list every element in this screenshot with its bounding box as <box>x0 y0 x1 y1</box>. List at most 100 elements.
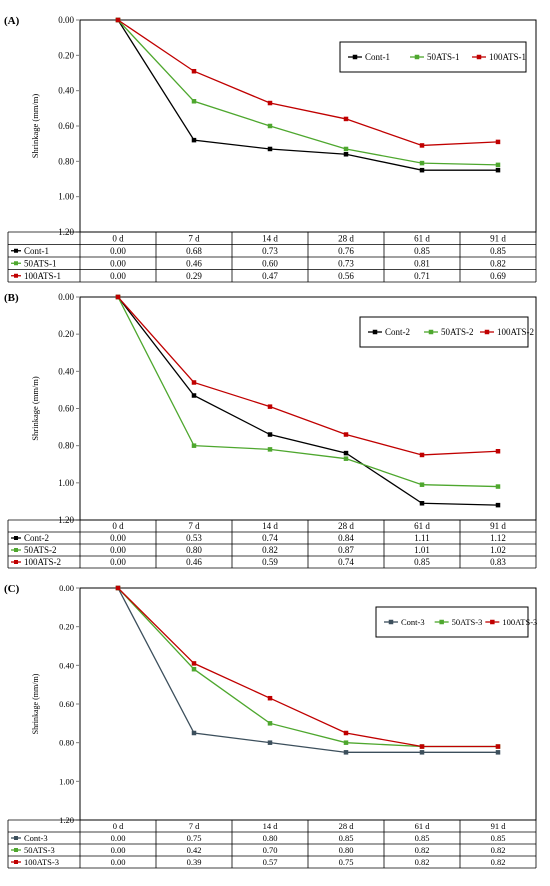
table-series-swatch-marker <box>14 261 18 266</box>
data-point-50ATS-2 <box>343 456 349 461</box>
legend <box>359 316 529 348</box>
table-header-cell: 0 d <box>112 521 124 531</box>
data-point-Cont-2 <box>343 450 349 456</box>
table-header-cell: 7 d <box>188 234 200 244</box>
data-point-100ATS-3 <box>191 661 197 666</box>
table-value-cell: 0.39 <box>187 857 202 867</box>
data-point-50ATS-2 <box>495 484 501 489</box>
y-tick-label: 1.00 <box>58 478 74 488</box>
table-series-name: 100ATS-1 <box>24 271 61 281</box>
table-series-swatch-marker <box>14 848 18 852</box>
table-series-name: Cont-1 <box>24 246 49 256</box>
data-point-Cont-3 <box>343 750 349 755</box>
table-value-cell: 0.57 <box>263 857 278 867</box>
data-point-Cont-1 <box>267 146 273 152</box>
data-point-100ATS-2 <box>419 452 425 458</box>
legend-entry: 100ATS-2 <box>497 327 534 337</box>
table-header-cell: 14 d <box>262 521 278 531</box>
y-tick-label: 1.00 <box>58 192 74 202</box>
y-tick-label: 0.80 <box>58 156 74 166</box>
legend-swatch-marker <box>484 329 490 335</box>
table-series-name: 100ATS-3 <box>24 857 59 867</box>
y-tick-label: 0.60 <box>58 121 74 131</box>
table-header-cell: 0 d <box>112 234 124 244</box>
table-value-cell: 0.47 <box>262 271 278 281</box>
table-series-name: 50ATS-2 <box>24 545 57 555</box>
data-point-100ATS-2 <box>115 294 121 300</box>
data-point-Cont-1 <box>419 167 425 173</box>
table-value-cell: 0.46 <box>186 259 202 269</box>
y-tick-label: 0.40 <box>58 366 74 376</box>
y-tick-label: 0.40 <box>59 660 74 670</box>
data-point-Cont-2 <box>191 393 197 398</box>
legend-swatch-marker <box>428 329 434 335</box>
series-line-Cont-2 <box>117 296 499 506</box>
table-value-cell: 0.73 <box>262 246 278 256</box>
data-point-100ATS-1 <box>115 17 121 23</box>
series-line-50ATS-2 <box>117 296 499 488</box>
table-series-swatch-marker <box>14 836 18 840</box>
series-line-Cont-3 <box>117 587 498 753</box>
y-tick-label: 0.00 <box>58 292 74 302</box>
table-value-cell: 0.46 <box>186 557 202 567</box>
data-point-Cont-3 <box>495 750 501 755</box>
data-point-Cont-1 <box>495 167 501 173</box>
table-value-cell: 0.85 <box>415 833 430 843</box>
table-value-cell: 0.00 <box>110 557 126 567</box>
table-value-cell: 0.82 <box>491 845 506 855</box>
table-header-cell: 28 d <box>338 521 354 531</box>
legend-entry: Cont-3 <box>401 617 425 627</box>
table-value-cell: 0.75 <box>339 857 354 867</box>
data-point-100ATS-1 <box>495 139 501 145</box>
y-axis-label: Shrinkage (mm/m) <box>30 376 40 441</box>
table-value-cell: 0.53 <box>186 533 202 543</box>
table-value-cell: 0.29 <box>186 271 202 281</box>
table-series-name: Cont-3 <box>24 833 48 843</box>
series-line-100ATS-1 <box>117 19 499 147</box>
table-value-cell: 0.68 <box>186 246 202 256</box>
table-value-cell: 0.42 <box>187 845 202 855</box>
data-point-50ATS-1 <box>495 162 501 168</box>
table-header-cell: 91 d <box>490 234 506 244</box>
y-tick-label: 0.80 <box>59 738 74 748</box>
table-value-cell: 0.69 <box>490 271 506 281</box>
table-value-cell: 0.85 <box>414 246 430 256</box>
table-header-cell: 7 d <box>188 521 200 531</box>
table-value-cell: 1.01 <box>414 545 430 555</box>
table-value-cell: 0.82 <box>415 845 430 855</box>
y-tick-label: 0.20 <box>58 50 74 60</box>
y-tick-label: 1.00 <box>59 776 74 786</box>
y-tick-label: 0.60 <box>59 699 74 709</box>
table-value-cell: 0.87 <box>338 545 354 555</box>
panel-label: (B) <box>4 292 19 304</box>
data-point-Cont-3 <box>419 750 425 755</box>
series-line-50ATS-1 <box>117 19 499 166</box>
y-tick-label: 0.20 <box>58 329 74 339</box>
legend-entry: 50ATS-3 <box>452 617 483 627</box>
y-tick-label: 0.00 <box>59 583 74 593</box>
table-value-cell: 0.82 <box>490 259 506 269</box>
legend-swatch-marker <box>490 619 495 625</box>
table-series-swatch-marker <box>14 560 18 564</box>
table-header-cell: 14 d <box>263 821 279 831</box>
chart-panel-3: (C) 0.000.200.400.600.801.001.20Shrinkage… <box>4 583 537 869</box>
data-point-100ATS-3 <box>115 585 121 591</box>
table-value-cell: 0.82 <box>491 857 506 867</box>
table-value-cell: 0.00 <box>111 857 126 867</box>
series-line-100ATS-3 <box>117 587 498 748</box>
table-value-cell: 0.73 <box>338 259 354 269</box>
data-point-50ATS-1 <box>343 146 349 152</box>
table-header-cell: 14 d <box>262 234 278 244</box>
table-value-cell: 0.00 <box>110 246 126 256</box>
table-value-cell: 0.00 <box>111 833 126 843</box>
legend-entry: 50ATS-1 <box>427 52 460 62</box>
data-point-100ATS-1 <box>267 100 273 106</box>
table-value-cell: 0.75 <box>187 833 202 843</box>
table-value-cell: 1.11 <box>414 533 429 543</box>
legend-entry: Cont-1 <box>365 52 390 62</box>
chart-panel-1: (A) 0.000.200.400.600.801.001.20Shrinkage… <box>4 15 537 283</box>
table-header-cell: 61 d <box>415 821 431 831</box>
y-tick-label: 0.00 <box>58 15 74 25</box>
table-value-cell: 0.59 <box>262 557 278 567</box>
table-header-cell: 0 d <box>113 821 124 831</box>
